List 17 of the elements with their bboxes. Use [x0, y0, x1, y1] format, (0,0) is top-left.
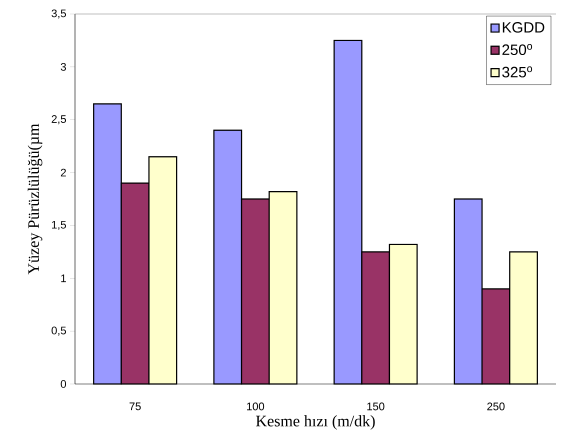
legend-label: 325$^{o}$ — [502, 66, 532, 78]
y-tick-label: 0 — [60, 380, 66, 388]
y-axis-title: Yüzey Pürüzlülüğü(µm — [28, 124, 42, 274]
y-tick-label: 3 — [60, 62, 66, 71]
x-tick-label: 75 — [130, 402, 141, 410]
y-tick-label: 3,5 — [52, 9, 66, 19]
y-tick-label: 0,5 — [52, 326, 66, 336]
y-tick-label: 1,5 — [52, 220, 66, 230]
x-tick-label: 250 — [487, 402, 505, 410]
y-tick-label: 2,5 — [52, 115, 66, 124]
y-tick-label: 1 — [61, 274, 66, 282]
legend-label: 250$^{o}$ — [502, 44, 532, 56]
x-tick-label: 150 — [367, 402, 384, 410]
x-axis-title: Kesme hızı (m/dk) — [256, 415, 375, 430]
y-tick-label: 2 — [60, 168, 66, 176]
legend-label: KGDD — [502, 22, 544, 33]
x-tick-label: 100 — [247, 402, 264, 410]
